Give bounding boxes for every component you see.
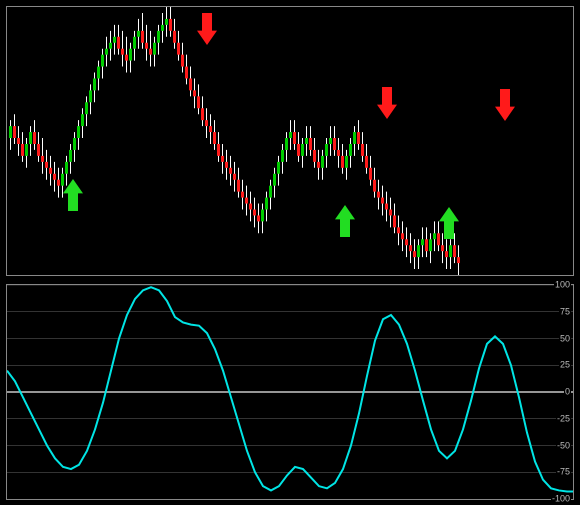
oscillator-ytick: 25 bbox=[559, 361, 571, 370]
oscillator-svg bbox=[7, 285, 573, 499]
oscillator-ytick: -50 bbox=[556, 441, 571, 450]
oscillator-ytick: -25 bbox=[556, 414, 571, 423]
price-chart-svg bbox=[7, 7, 573, 275]
oscillator-ytick: -100 bbox=[551, 495, 571, 504]
price-chart-panel[interactable] bbox=[6, 6, 574, 276]
oscillator-ytick: 0 bbox=[564, 388, 571, 397]
oscillator-ytick: 100 bbox=[554, 281, 571, 290]
oscillator-panel[interactable]: 1007550250-25-50-75-100 bbox=[6, 284, 574, 500]
oscillator-ytick: 50 bbox=[559, 334, 571, 343]
oscillator-ytick: 75 bbox=[559, 307, 571, 316]
oscillator-ytick: -75 bbox=[556, 468, 571, 477]
